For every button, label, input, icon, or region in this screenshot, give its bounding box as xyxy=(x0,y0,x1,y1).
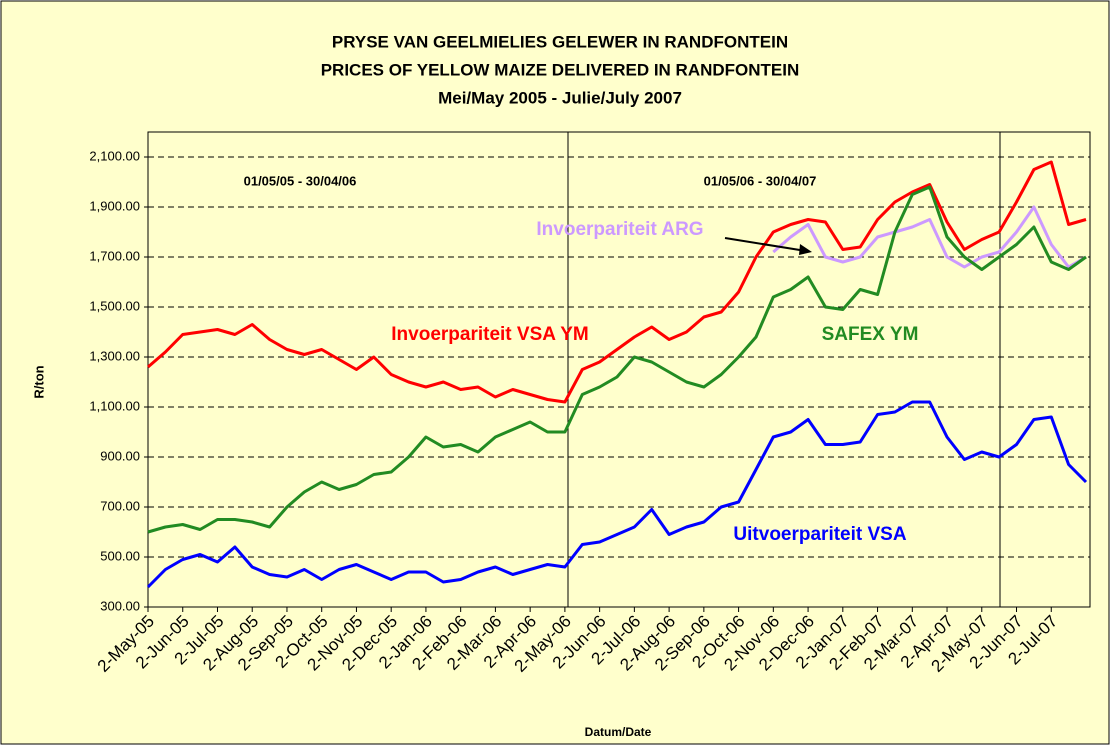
y-tick-label: 1,300.00 xyxy=(89,348,140,363)
y-tick-label: 1,100.00 xyxy=(89,398,140,413)
y-tick-label: 1,700.00 xyxy=(89,248,140,263)
y-tick-label: 900.00 xyxy=(100,448,140,463)
arrow-head xyxy=(799,244,812,255)
y-tick-label: 500.00 xyxy=(100,548,140,563)
series-line xyxy=(147,160,1087,404)
chart-title: PRYSE VAN GEELMIELIES GELEWER IN RANDFON… xyxy=(332,32,788,51)
x-axis-label: Datum/Date xyxy=(585,725,652,739)
series-label: Invoerpariteit ARG xyxy=(536,219,703,240)
arrow xyxy=(724,237,807,252)
plot-area xyxy=(147,131,1091,608)
series-line xyxy=(147,185,1087,534)
y-tick-label: 2,100.00 xyxy=(89,148,140,163)
period-label: 01/05/05 - 30/04/06 xyxy=(244,173,357,188)
series-label: Invoerpariteit VSA YM xyxy=(391,324,588,345)
y-tick-label: 1,900.00 xyxy=(89,198,140,213)
y-axis-label: R/ton xyxy=(31,365,46,398)
series-line xyxy=(146,400,1088,589)
chart-subtitle: Mei/May 2005 - Julie/July 2007 xyxy=(438,88,682,107)
y-tick-label: 300.00 xyxy=(100,598,140,613)
y-tick-label: 700.00 xyxy=(100,498,140,513)
series-label: SAFEX YM xyxy=(822,324,919,345)
y-tick-label: 1,500.00 xyxy=(89,298,140,313)
series-line xyxy=(772,205,1087,269)
series-label: Uitvoerpariteit VSA xyxy=(733,524,906,545)
period-label: 01/05/06 - 30/04/07 xyxy=(704,173,817,188)
chart-title: PRICES OF YELLOW MAIZE DELIVERED IN RAND… xyxy=(321,60,800,79)
